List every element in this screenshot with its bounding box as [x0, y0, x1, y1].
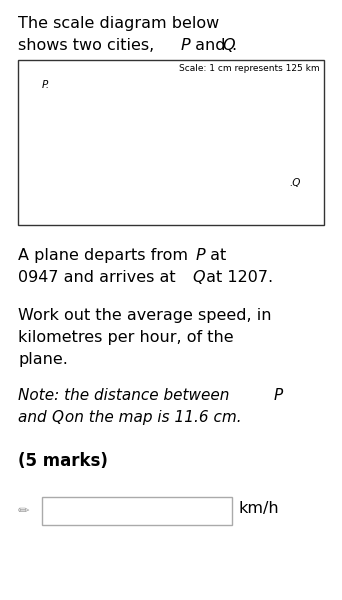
Text: and: and: [190, 38, 231, 53]
Text: at 1207.: at 1207.: [201, 270, 273, 285]
Text: P: P: [196, 248, 206, 263]
Bar: [42, 497, 232, 525]
Text: Work out the average speed, in: Work out the average speed, in: [18, 308, 272, 323]
Text: P: P: [181, 38, 190, 53]
Text: A plane departs from: A plane departs from: [18, 248, 193, 263]
Text: km/h: km/h: [238, 501, 279, 516]
Text: ✏: ✏: [18, 504, 30, 518]
Text: Q: Q: [51, 410, 63, 425]
Text: and: and: [18, 410, 52, 425]
Bar: [18, 60, 324, 225]
Text: 0947 and arrives at: 0947 and arrives at: [18, 270, 181, 285]
Text: Q: Q: [222, 38, 235, 53]
Text: .Q: .Q: [289, 178, 300, 188]
Text: P: P: [274, 388, 283, 403]
Text: Scale: 1 cm represents 125 km: Scale: 1 cm represents 125 km: [179, 64, 320, 73]
Text: plane.: plane.: [18, 352, 68, 367]
Text: at: at: [205, 248, 226, 263]
Text: (5 marks): (5 marks): [18, 452, 108, 470]
Text: Note: the distance between: Note: the distance between: [18, 388, 234, 403]
Text: Q: Q: [192, 270, 205, 285]
Text: The scale diagram below: The scale diagram below: [18, 16, 219, 31]
Text: .: .: [231, 38, 236, 53]
Text: on the map is 11.6 cm.: on the map is 11.6 cm.: [60, 410, 242, 425]
Text: kilometres per hour, of the: kilometres per hour, of the: [18, 330, 234, 345]
Text: P.: P.: [42, 80, 50, 90]
Text: shows two cities,: shows two cities,: [18, 38, 159, 53]
